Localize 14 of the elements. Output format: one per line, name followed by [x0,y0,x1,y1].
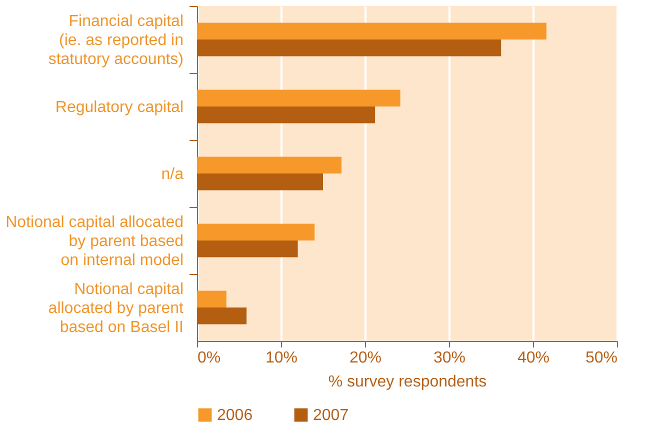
y-tick-label: Notional capital allocated by parent based on internal model [6,214,184,269]
x-tick-label: 40% [517,350,550,366]
y-tick-label: Financial capital (ie. as reported in statutory accounts) [48,13,184,68]
y-tick-label: n/a [161,166,184,183]
y-tick-label: Regulatory capital [55,99,184,116]
legend-label: 2007 [313,407,349,424]
legend-label: 2006 [217,407,253,424]
y-tick-label: Notional capital allocated by parent based on Basel II [48,281,184,336]
x-tick-label: 20% [349,350,382,366]
x-axis-title: % survey respondents [328,374,487,390]
x-tick-label: 30% [433,350,466,366]
x-tick-label: 10% [265,350,298,366]
x-tick-label: 50% [585,350,618,366]
x-tick-label: 0% [198,350,221,366]
